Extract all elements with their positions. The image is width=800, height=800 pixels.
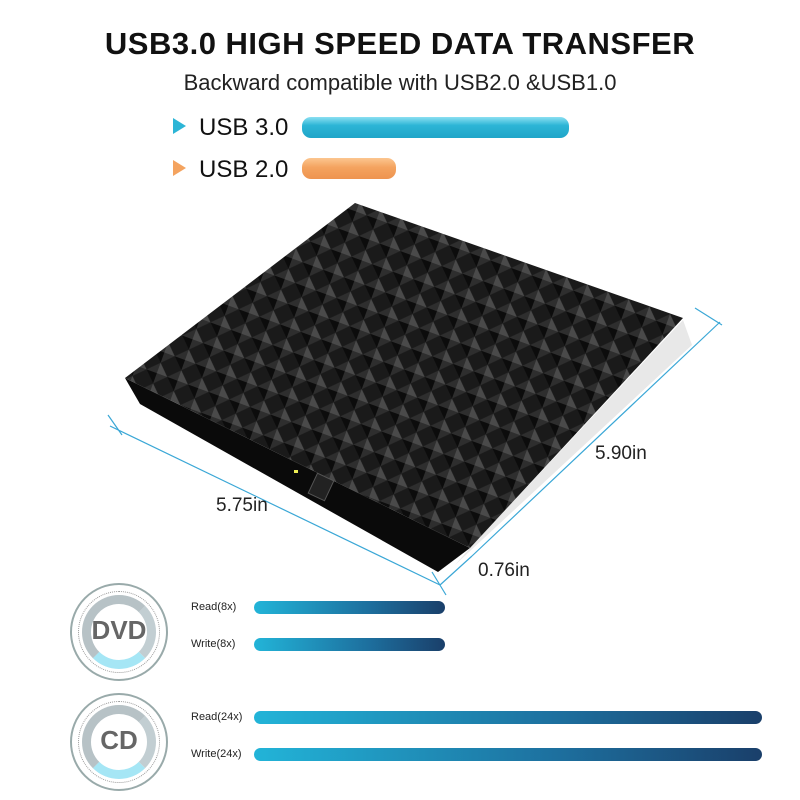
dvd-read-label: Read(8x) — [191, 601, 237, 613]
depth-dimension: 5.90in — [595, 443, 647, 464]
usb3-triangle-icon — [173, 118, 186, 134]
usb2-speed-bar — [302, 158, 396, 179]
cd-read-bar — [254, 711, 762, 724]
headline: USB3.0 HIGH SPEED DATA TRANSFER — [104, 26, 696, 61]
height-dimension: 0.76in — [478, 560, 530, 581]
usb2-triangle-icon — [173, 160, 186, 176]
dvd-write-label: Write(8x) — [191, 638, 236, 650]
cd-badge: CD — [70, 693, 168, 791]
usb3-speed-bar — [302, 117, 569, 138]
cd-write-label: Write(24x) — [191, 748, 242, 760]
usb2-label: USB 2.0 — [199, 156, 289, 183]
cd-read-label: Read(24x) — [191, 711, 243, 723]
width-dimension: 5.75in — [216, 495, 268, 516]
dvd-read-bar — [254, 601, 445, 614]
subheadline: Backward compatible with USB2.0 &USB1.0 — [183, 70, 617, 95]
dvd-write-bar — [254, 638, 445, 651]
dvd-badge: DVD — [70, 583, 168, 681]
usb3-label: USB 3.0 — [199, 114, 289, 141]
cd-write-bar — [254, 748, 762, 761]
